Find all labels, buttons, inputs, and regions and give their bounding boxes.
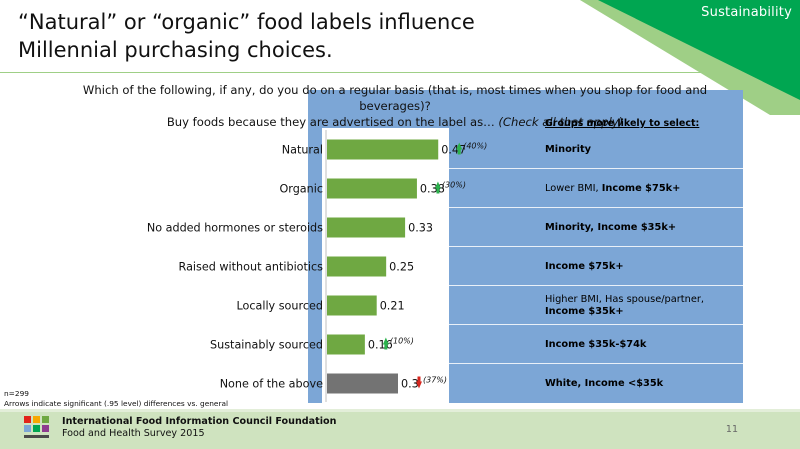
group-bold-text: White, Income <$35k xyxy=(545,377,664,389)
group-cell: White, Income <$35k xyxy=(545,378,735,390)
group-cell: Minority, Income $35k+ xyxy=(545,222,735,234)
up-arrow-icon xyxy=(382,337,389,345)
category-label: Raised without antibiotics xyxy=(179,261,324,274)
ific-logo xyxy=(24,416,49,438)
survey-name: Food and Health Survey 2015 xyxy=(62,428,205,439)
category-label: Natural xyxy=(282,144,323,157)
up-arrow-icon xyxy=(436,188,440,194)
question-line-2: Buy foods because they are advertised on… xyxy=(70,114,720,130)
group-cell: Income $75k+ xyxy=(545,261,735,273)
up-arrow-icon xyxy=(384,344,388,350)
group-bold-text: Minority, Income $35k+ xyxy=(545,221,677,233)
group-row-divider xyxy=(449,324,743,325)
group-cell: Lower BMI, Income $75k+ xyxy=(545,183,735,195)
bar xyxy=(327,295,377,316)
org-name: International Food Information Council F… xyxy=(62,416,337,427)
footer-bar xyxy=(0,412,800,449)
groups-header: Groups more likely to select: xyxy=(545,118,700,129)
up-arrow-icon xyxy=(456,142,463,150)
value-label: 0.25 xyxy=(389,261,414,274)
category-label: Locally sourced xyxy=(236,300,323,313)
general-population-label: (30%) xyxy=(442,181,466,190)
down-arrow-icon xyxy=(417,376,421,382)
bar xyxy=(327,178,417,199)
up-arrow-icon xyxy=(434,181,441,189)
question-text: Buy foods because they are advertised on… xyxy=(166,115,495,129)
category-label: None of the above xyxy=(220,378,323,391)
value-label: 0.21 xyxy=(380,300,405,313)
slide-title: “Natural” or “organic” food labels influ… xyxy=(18,10,475,62)
group-bold-text: Income $75k+ xyxy=(545,260,624,272)
group-plain-text: Lower BMI, xyxy=(545,182,602,194)
bar xyxy=(327,256,387,277)
bar xyxy=(327,217,406,238)
group-cell: Minority xyxy=(545,144,735,156)
group-plain-text: Higher BMI, Has spouse/partner, xyxy=(545,293,704,305)
group-bold-text: Income $35k+ xyxy=(545,305,624,317)
value-label: 0.33 xyxy=(408,222,433,235)
up-arrow-icon xyxy=(457,149,461,155)
group-row-divider xyxy=(449,363,743,364)
category-label: Sustainably sourced xyxy=(210,339,323,352)
group-row-divider xyxy=(449,285,743,286)
general-population-label: (10%) xyxy=(390,337,414,346)
corner-banner xyxy=(580,0,800,115)
group-bold-text: Income $75k+ xyxy=(601,182,681,194)
question-line-1: Which of the following, if any, do you d… xyxy=(82,83,708,113)
footer-org: International Food Information Council F… xyxy=(62,416,336,440)
group-cell: Higher BMI, Has spouse/partner, Income $… xyxy=(545,294,735,318)
bar xyxy=(327,139,439,160)
question-instruction: (Check all that apply) xyxy=(498,115,624,129)
value-label: 0.3 xyxy=(401,378,419,391)
group-row-divider xyxy=(449,207,743,208)
group-row-divider xyxy=(449,168,743,169)
header-divider xyxy=(0,72,800,73)
general-population-label: (37%) xyxy=(423,376,447,385)
footer-divider xyxy=(0,409,800,412)
group-row-divider xyxy=(449,246,743,247)
bar xyxy=(327,334,365,355)
group-bold-text: Minority xyxy=(545,143,592,155)
down-arrow-icon xyxy=(416,381,422,389)
group-bold-text: Income $35k-$74k xyxy=(545,338,647,350)
section-label: Sustainability xyxy=(701,5,792,20)
general-population-label: (40%) xyxy=(463,142,487,151)
category-label: No added hormones or steroids xyxy=(147,222,323,235)
survey-question: Which of the following, if any, do you d… xyxy=(70,82,720,130)
page-number: 11 xyxy=(725,424,738,435)
sample-size: n=299 xyxy=(4,389,29,398)
bar xyxy=(327,373,398,394)
category-label: Organic xyxy=(279,183,323,196)
corner-stripe-dark xyxy=(598,0,800,100)
group-cell: Income $35k-$74k xyxy=(545,339,735,351)
